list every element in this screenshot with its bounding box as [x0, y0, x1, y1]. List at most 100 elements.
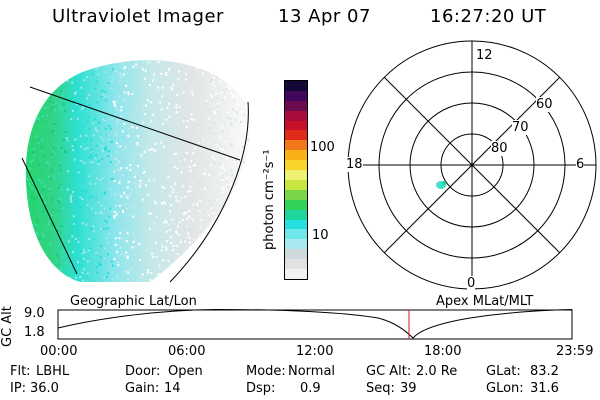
- uv-pixel: [74, 138, 77, 141]
- uv-pixel: [62, 94, 65, 97]
- uv-pixel: [170, 204, 173, 207]
- uv-pixel: [232, 98, 235, 101]
- uv-pixel: [149, 101, 152, 104]
- uv-pixel: [88, 196, 91, 199]
- uv-pixel: [130, 115, 133, 118]
- uv-pixel: [212, 191, 215, 194]
- uv-pixel: [47, 223, 50, 226]
- uv-pixel: [174, 191, 177, 194]
- uv-pixel: [139, 179, 142, 182]
- uv-pixel: [207, 117, 210, 120]
- uv-pixel: [148, 179, 151, 182]
- uv-pixel: [125, 270, 127, 273]
- uv-pixel: [30, 195, 32, 198]
- uv-pixel: [221, 90, 224, 93]
- uv-pixel: [74, 91, 77, 94]
- uv-pixel: [116, 145, 119, 148]
- uv-pixel: [186, 218, 189, 221]
- uv-pixel: [169, 216, 172, 219]
- uv-pixel: [205, 100, 208, 103]
- uv-pixel: [131, 205, 134, 208]
- uv-pixel: [122, 210, 124, 212]
- uv-pixel: [89, 161, 92, 164]
- uv-pixel: [113, 157, 116, 160]
- uv-pixel: [192, 203, 195, 206]
- uv-pixel: [73, 221, 75, 224]
- uv-pixel: [113, 258, 116, 261]
- uv-pixel: [31, 181, 34, 184]
- uv-pixel: [150, 176, 152, 179]
- status-ip-value: 36.0: [30, 381, 59, 396]
- uv-pixel: [51, 199, 54, 202]
- time-tick-0600: 06:00: [168, 344, 206, 359]
- uv-pixel: [192, 118, 195, 121]
- uv-pixel: [155, 115, 158, 118]
- uv-pixel: [78, 263, 81, 266]
- uv-pixel: [135, 66, 138, 69]
- uv-pixel: [132, 215, 135, 218]
- uv-pixel: [153, 91, 156, 94]
- uv-pixel: [210, 169, 213, 172]
- uv-pixel: [210, 145, 213, 148]
- colorbar-segment: [285, 219, 307, 230]
- uv-pixel: [205, 162, 208, 164]
- uv-pixel: [208, 217, 211, 220]
- uv-pixel: [59, 267, 62, 270]
- uv-pixel: [87, 116, 90, 118]
- uv-pixel: [153, 73, 156, 76]
- uv-pixel: [140, 145, 143, 148]
- uv-pixel: [182, 120, 185, 123]
- uv-pixel: [117, 263, 120, 266]
- uv-pixel: [175, 199, 178, 202]
- uv-pixel: [100, 228, 103, 230]
- uv-pixel: [183, 244, 185, 247]
- uv-pixel: [125, 84, 128, 87]
- uv-pixel: [41, 188, 44, 191]
- uv-pixel: [223, 169, 226, 171]
- uv-pixel: [133, 246, 136, 249]
- uv-pixel: [242, 113, 245, 116]
- uv-pixel: [71, 221, 73, 224]
- uv-pixel: [135, 142, 138, 145]
- uv-pixel: [143, 150, 146, 153]
- uv-pixel: [69, 196, 72, 199]
- uv-pixel: [102, 149, 104, 152]
- uv-pixel: [61, 255, 64, 258]
- uv-pixel: [147, 271, 149, 274]
- uv-pixel: [103, 247, 106, 250]
- uv-pixel: [189, 169, 192, 172]
- uv-pixel: [225, 173, 228, 176]
- uv-pixel: [98, 261, 101, 264]
- uv-pixel: [160, 72, 163, 75]
- uv-pixel: [31, 195, 34, 198]
- uv-pixel: [235, 183, 238, 186]
- uv-pixel: [54, 122, 57, 125]
- uv-pixel: [62, 102, 65, 105]
- polar-label-6: 6: [576, 157, 585, 172]
- uv-pixel: [127, 93, 130, 96]
- uv-pixel: [51, 214, 54, 217]
- uv-pixel: [42, 211, 45, 213]
- uv-pixel: [79, 135, 82, 138]
- uv-pixel: [196, 182, 199, 185]
- uv-pixel: [30, 187, 33, 190]
- uv-pixel: [77, 171, 80, 174]
- uv-pixel: [36, 218, 38, 221]
- uv-pixel: [185, 78, 187, 81]
- uv-pixel: [69, 174, 72, 177]
- uv-pixel: [109, 154, 112, 157]
- uv-pixel: [60, 108, 63, 111]
- uv-pixel: [138, 266, 141, 269]
- uv-pixel: [214, 112, 217, 115]
- uv-pixel: [230, 91, 233, 94]
- uv-pixel: [107, 134, 110, 137]
- uv-pixel: [158, 109, 161, 112]
- uv-pixel: [219, 118, 222, 121]
- uv-pixel: [168, 102, 170, 105]
- uv-pixel: [225, 177, 228, 180]
- uv-pixel: [170, 86, 173, 89]
- uv-pixel: [101, 158, 103, 161]
- uv-pixel: [208, 173, 210, 176]
- uv-pixel: [94, 117, 97, 120]
- uv-pixel: [212, 81, 215, 84]
